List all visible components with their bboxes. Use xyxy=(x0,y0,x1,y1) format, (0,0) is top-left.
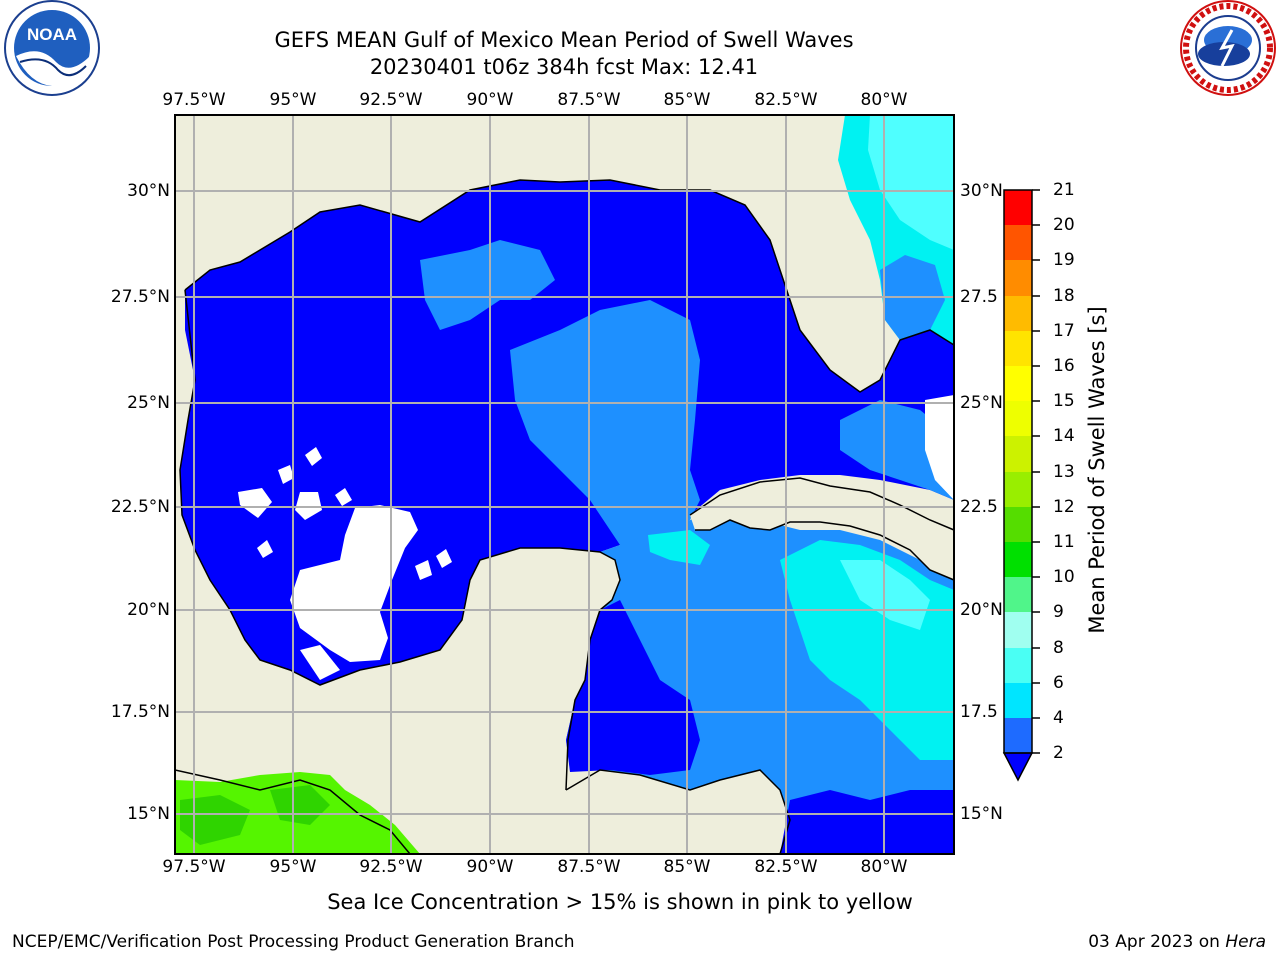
lon-label-bottom: 85°W xyxy=(663,857,711,877)
sea-ice-note: Sea Ice Concentration > 15% is shown in … xyxy=(327,890,913,914)
lat-label-right: 27.5 xyxy=(960,287,998,307)
colorbar-tick: 11 xyxy=(1053,532,1075,552)
graticule xyxy=(175,115,954,854)
lon-label-top: 92.5°W xyxy=(359,90,423,110)
colorbar-tick: 21 xyxy=(1053,180,1075,200)
colorbar-tick: 18 xyxy=(1053,286,1075,306)
colorbar-title: Mean Period of Swell Waves [s] xyxy=(1085,306,1109,634)
lat-label-right: 30°N xyxy=(960,181,1003,201)
lat-label-left: 27.5°N xyxy=(110,287,170,307)
colorbar-tick: 4 xyxy=(1053,708,1064,728)
lon-label-top: 85°W xyxy=(663,90,711,110)
colorbar-tick: 14 xyxy=(1053,426,1075,446)
lon-label-top: 87.5°W xyxy=(557,90,621,110)
lat-label-left: 22.5°N xyxy=(110,497,170,517)
lat-label-left: 17.5°N xyxy=(110,702,170,722)
run-date: 03 Apr 2023 on Hera xyxy=(1088,932,1266,952)
machine-name: Hera xyxy=(1225,932,1266,952)
colorbar-tick: 16 xyxy=(1053,356,1075,376)
lon-label-top: 90°W xyxy=(466,90,514,110)
colorbar-tick: 6 xyxy=(1053,673,1064,693)
lon-label-bottom: 92.5°W xyxy=(359,857,423,877)
coastline xyxy=(175,179,954,854)
colorbar-tick: 20 xyxy=(1053,215,1075,235)
lon-label-bottom: 82.5°W xyxy=(754,857,818,877)
lon-label-bottom: 87.5°W xyxy=(557,857,621,877)
lon-label-top: 97.5°W xyxy=(162,90,226,110)
lon-label-bottom: 95°W xyxy=(269,857,317,877)
map-subtitle: 20230401 t06z 384h fcst Max: 12.41 xyxy=(369,55,759,79)
lat-label-right: 22.5 xyxy=(960,497,998,517)
colorbar-tick: 10 xyxy=(1053,567,1075,587)
lon-label-bottom: 97.5°W xyxy=(162,857,226,877)
nws-logo xyxy=(1180,0,1276,96)
lat-label-left: 15°N xyxy=(127,804,170,824)
lon-label-top: 95°W xyxy=(269,90,317,110)
lat-label-left: 25°N xyxy=(127,393,170,413)
colorbar-tick: 13 xyxy=(1053,462,1075,482)
lat-label-right: 20°N xyxy=(960,600,1003,620)
svg-text:NOAA: NOAA xyxy=(27,25,77,44)
colorbar-tick: 17 xyxy=(1053,321,1075,341)
gulf-water-mid xyxy=(510,300,700,545)
map-title: GEFS MEAN Gulf of Mexico Mean Period of … xyxy=(274,28,854,52)
nodata-region xyxy=(290,505,418,662)
map-frame xyxy=(174,114,955,855)
colorbar-tick: 12 xyxy=(1053,497,1075,517)
lon-label-bottom: 80°W xyxy=(860,857,908,877)
yucatan-land xyxy=(175,548,620,854)
colorbar-tick: 2 xyxy=(1053,743,1064,763)
cuba-land xyxy=(690,478,954,580)
lat-label-right: 15°N xyxy=(960,804,1003,824)
colorbar-tick: 8 xyxy=(1053,638,1064,658)
colorbar-tick: 15 xyxy=(1053,391,1075,411)
colorbar xyxy=(1002,189,1040,782)
branch-credit: NCEP/EMC/Verification Post Processing Pr… xyxy=(12,932,575,952)
lon-label-bottom: 90°W xyxy=(466,857,514,877)
lat-label-right: 25°N xyxy=(960,393,1003,413)
lon-label-top: 80°W xyxy=(860,90,908,110)
lat-label-left: 20°N xyxy=(127,600,170,620)
noaa-logo: NOAA xyxy=(4,0,100,96)
lat-label-left: 30°N xyxy=(127,181,170,201)
lon-label-top: 82.5°W xyxy=(754,90,818,110)
lat-label-right: 17.5 xyxy=(960,702,998,722)
colorbar-tick: 9 xyxy=(1053,602,1064,622)
colorbar-tick: 19 xyxy=(1053,250,1075,270)
